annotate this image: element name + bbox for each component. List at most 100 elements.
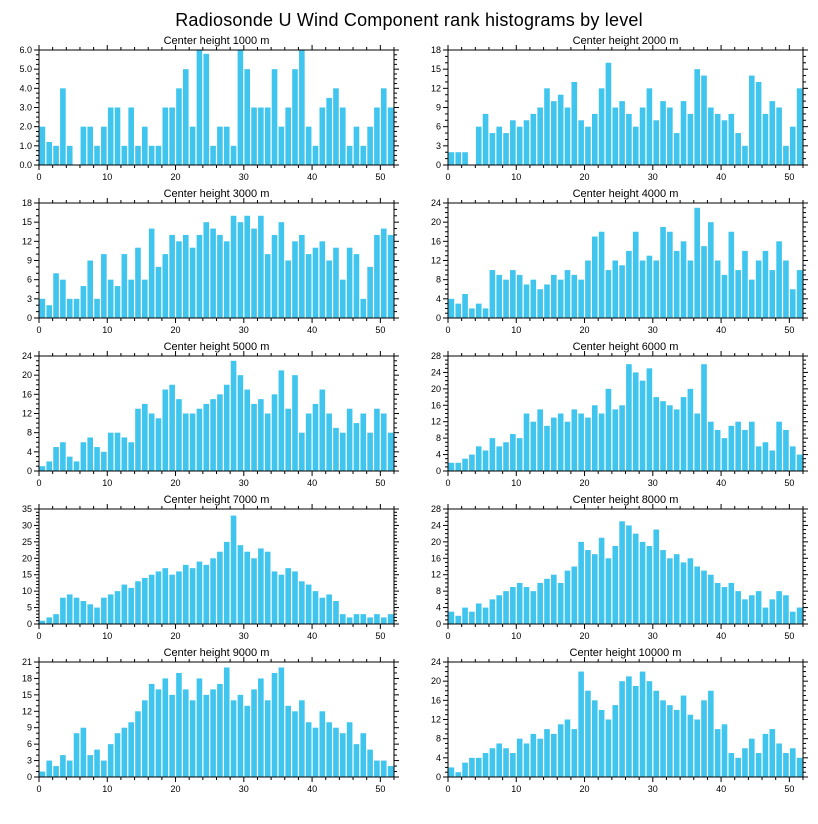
bar bbox=[475, 126, 482, 165]
y-tick-label: 20 bbox=[431, 217, 441, 227]
bar bbox=[544, 578, 550, 624]
bar bbox=[285, 568, 291, 624]
bar bbox=[537, 582, 543, 624]
bar bbox=[475, 603, 482, 624]
bar bbox=[94, 145, 100, 165]
bar bbox=[128, 279, 134, 318]
bar bbox=[299, 432, 305, 471]
x-tick-label: 50 bbox=[375, 631, 385, 641]
bar bbox=[333, 247, 339, 318]
bar bbox=[203, 694, 210, 777]
bar bbox=[749, 738, 755, 777]
bar bbox=[155, 145, 162, 165]
bar bbox=[605, 270, 612, 318]
bar bbox=[367, 749, 373, 777]
bar bbox=[776, 421, 782, 471]
bar bbox=[189, 247, 196, 318]
chart-panel: Center height 10000 m 0 10 20 30 40 50 0 4 8 12 16 2… bbox=[409, 645, 818, 798]
bar bbox=[503, 591, 509, 624]
bar bbox=[101, 254, 107, 318]
bar bbox=[626, 364, 632, 471]
y-tick-label: 20 bbox=[431, 384, 441, 394]
bars bbox=[448, 364, 803, 471]
bar bbox=[326, 722, 332, 777]
bar bbox=[107, 744, 114, 777]
bar bbox=[632, 372, 639, 471]
bar bbox=[769, 599, 776, 624]
bar bbox=[223, 384, 230, 471]
bar bbox=[783, 753, 789, 777]
bar bbox=[217, 234, 223, 318]
x-tick-label: 40 bbox=[307, 172, 317, 182]
bar bbox=[223, 241, 230, 318]
bar bbox=[189, 126, 196, 165]
bar bbox=[292, 711, 298, 777]
bar bbox=[66, 760, 73, 777]
bar bbox=[701, 246, 707, 319]
bar bbox=[591, 236, 598, 318]
bar bbox=[680, 101, 687, 165]
bar bbox=[776, 107, 782, 165]
bar bbox=[223, 541, 230, 624]
bar bbox=[687, 388, 694, 471]
axes bbox=[443, 504, 808, 629]
bar bbox=[203, 222, 210, 318]
x-tick-label: 10 bbox=[511, 172, 521, 182]
bar bbox=[749, 595, 755, 624]
bar bbox=[299, 50, 305, 165]
bar bbox=[469, 308, 475, 318]
bar bbox=[619, 405, 625, 471]
bar bbox=[789, 126, 796, 165]
bar bbox=[73, 461, 80, 471]
bar bbox=[387, 614, 394, 624]
bar bbox=[353, 744, 360, 777]
bars bbox=[448, 521, 803, 624]
bar bbox=[591, 700, 598, 777]
bar bbox=[94, 447, 100, 471]
bar bbox=[326, 594, 332, 624]
bar bbox=[333, 427, 339, 472]
bar bbox=[346, 617, 353, 624]
bar bbox=[340, 614, 346, 624]
bar bbox=[687, 714, 694, 777]
bar bbox=[701, 570, 707, 624]
y-tick-label: 10 bbox=[22, 586, 32, 596]
bar bbox=[796, 270, 803, 318]
x-tick-label: 10 bbox=[102, 172, 112, 182]
bar bbox=[182, 413, 189, 471]
bar bbox=[537, 107, 543, 165]
bar bbox=[278, 667, 285, 777]
bar bbox=[728, 113, 735, 165]
y-tick-label: 1.0 bbox=[19, 141, 32, 151]
bar bbox=[721, 438, 728, 471]
bar bbox=[544, 729, 550, 777]
bar bbox=[728, 425, 735, 471]
bar bbox=[230, 515, 237, 624]
x-tick-label: 10 bbox=[511, 478, 521, 488]
y-tick-label: 5.0 bbox=[19, 64, 32, 74]
bar bbox=[258, 215, 264, 318]
bar bbox=[107, 432, 114, 471]
x-tick-label: 0 bbox=[36, 784, 41, 794]
bar bbox=[530, 421, 537, 471]
bar bbox=[673, 409, 680, 471]
x-tick-label: 10 bbox=[511, 784, 521, 794]
bar bbox=[557, 724, 564, 777]
bar bbox=[340, 279, 346, 318]
bar bbox=[285, 107, 291, 165]
bar bbox=[80, 442, 87, 471]
bar bbox=[639, 260, 646, 318]
bar bbox=[619, 521, 625, 624]
x-tick-label: 0 bbox=[445, 784, 450, 794]
bar bbox=[114, 733, 121, 777]
bar bbox=[53, 145, 59, 165]
chart-panel: Center height 7000 m 0 10 20 30 40 50 0 5 10 15 20 2… bbox=[0, 492, 409, 645]
axes bbox=[34, 351, 399, 476]
x-tick-label: 20 bbox=[171, 325, 181, 335]
bar bbox=[46, 760, 53, 777]
bar bbox=[742, 748, 748, 777]
bar bbox=[285, 408, 291, 471]
y-tick-label: 20 bbox=[431, 537, 441, 547]
bar bbox=[762, 250, 769, 318]
bar bbox=[646, 255, 653, 318]
